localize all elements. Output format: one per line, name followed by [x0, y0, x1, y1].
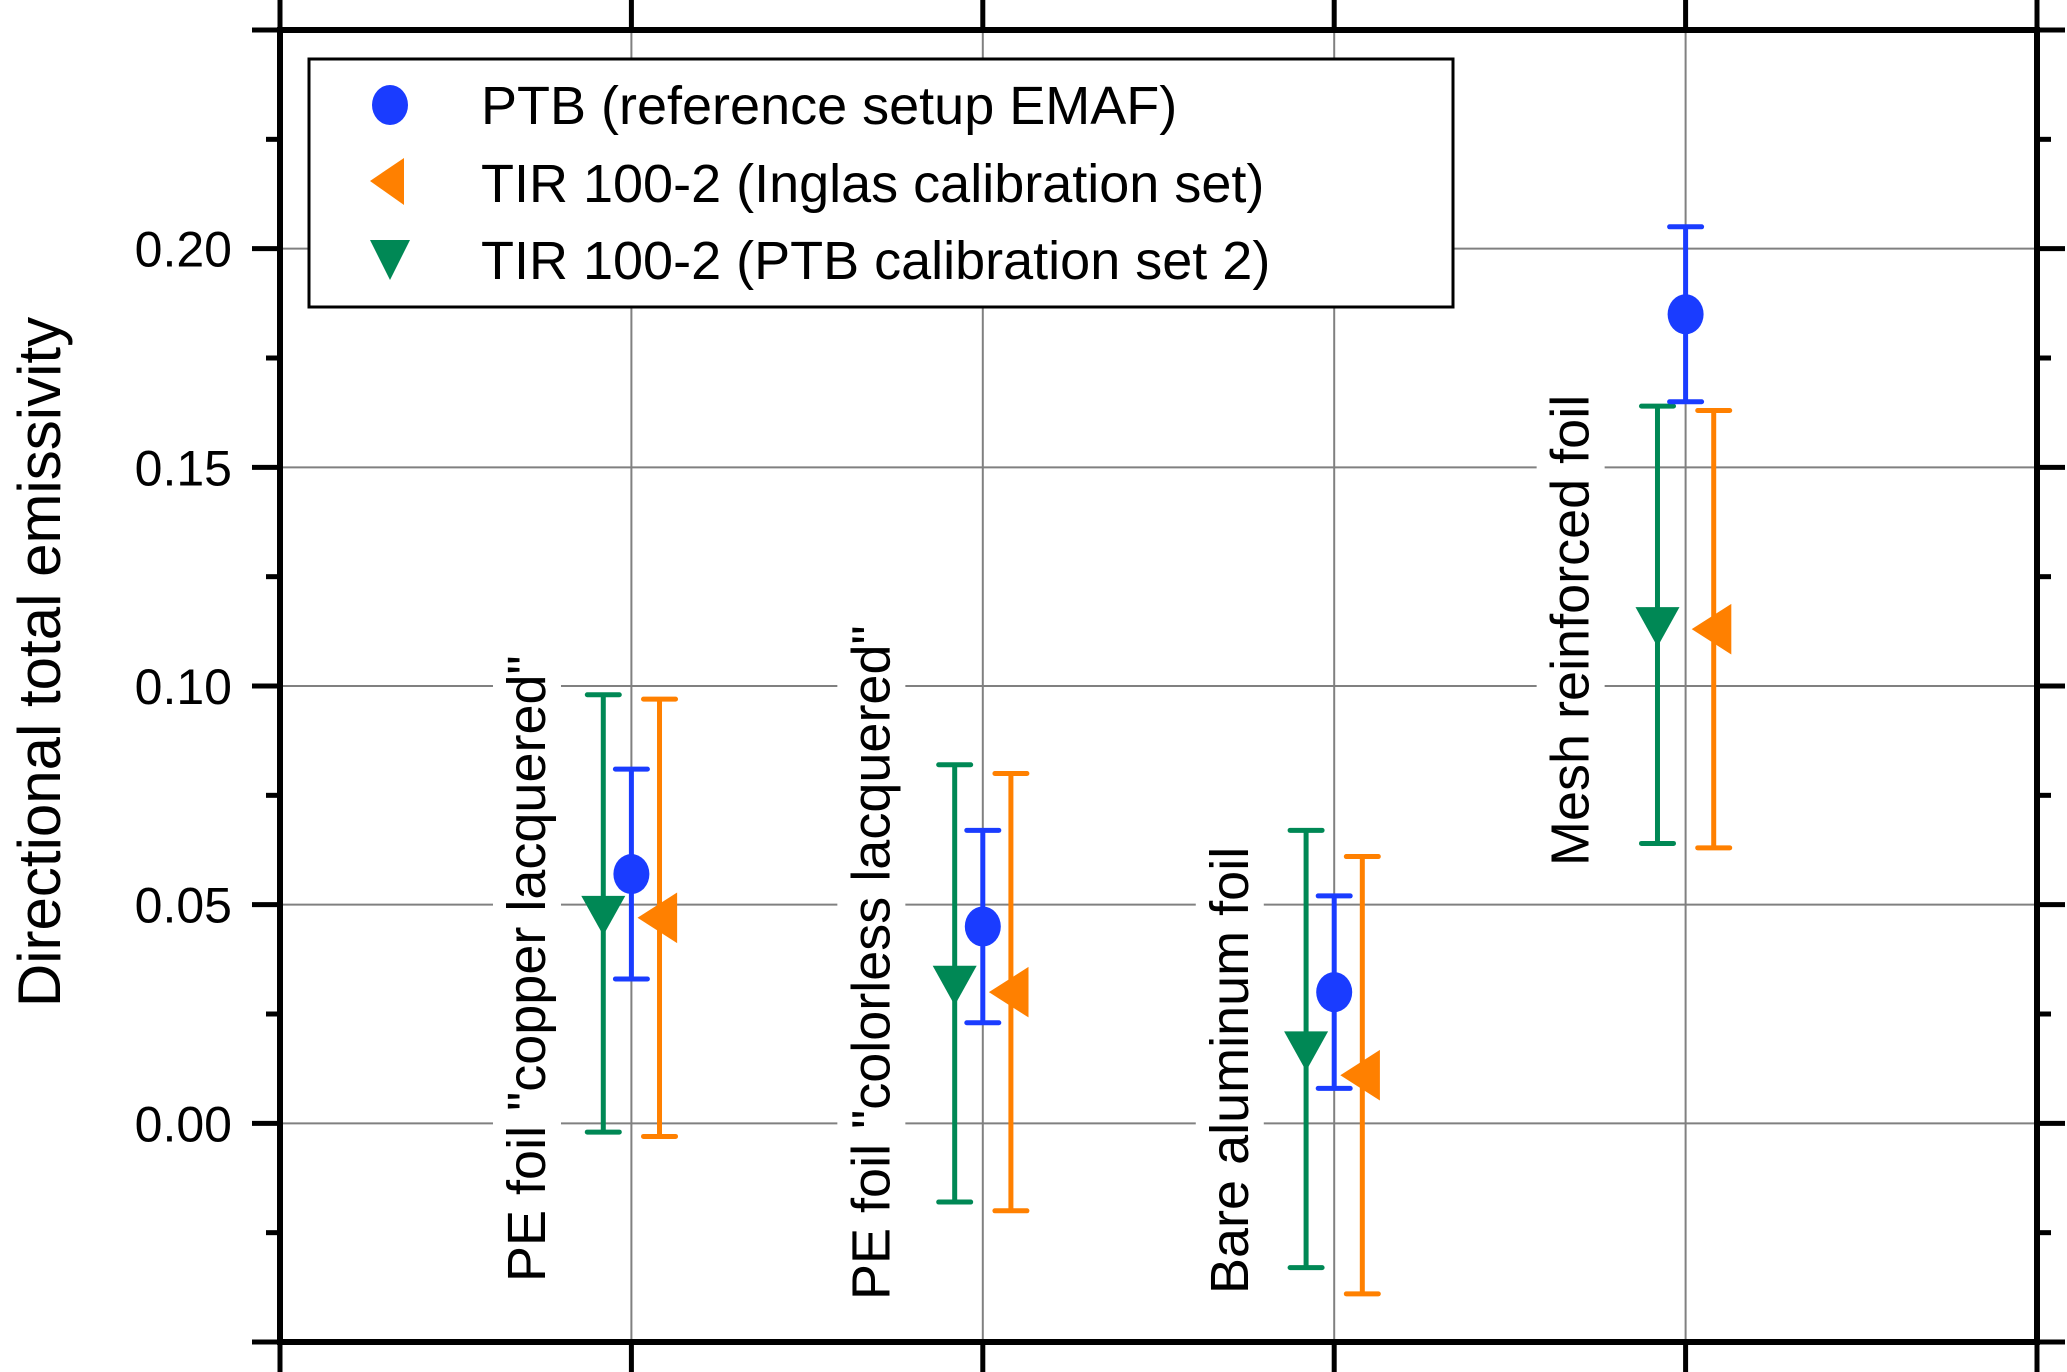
y-axis-title: Directional total emissivity: [6, 317, 73, 1007]
series-triangle-left: [637, 407, 1733, 1297]
series-circle: [612, 224, 1705, 1091]
data-series: [581, 224, 1733, 1297]
category-label-background: [837, 617, 906, 1308]
triangle-down-marker: [581, 895, 626, 936]
data-point: [1284, 827, 1329, 1271]
data-point: [1340, 854, 1381, 1297]
y-tick-label: 0.05: [135, 878, 232, 934]
category-label-group: Mesh reinforced foil: [1536, 386, 1605, 874]
legend-triangle-down-icon: [370, 240, 410, 280]
data-point: [612, 766, 650, 982]
legend-triangle-left-icon: [370, 158, 404, 205]
category-label: Mesh reinforced foil: [1541, 395, 1601, 866]
y-tick-label: 0.10: [135, 659, 232, 715]
y-tick-label: 0.15: [135, 440, 232, 496]
triangle-down-marker: [1284, 1031, 1329, 1071]
legend-circle-icon: [372, 85, 408, 125]
triangle-down-marker: [932, 965, 977, 1006]
data-point: [1315, 893, 1353, 1091]
circle-marker: [613, 854, 650, 895]
legend-label: TIR 100-2 (PTB calibration set 2): [481, 231, 1270, 291]
data-point: [637, 696, 679, 1139]
category-label: Bare aluminum foil: [1200, 847, 1260, 1294]
category-label: PE foil "copper lacquered": [497, 655, 557, 1282]
y-tick-labels: 0.00 0.05 0.10 0.15 0.20: [135, 222, 232, 1153]
category-label: PE foil "colorless lacquered": [841, 625, 901, 1300]
legend-item: TIR 100-2 (PTB calibration set 2): [370, 231, 1270, 291]
circle-marker: [1316, 972, 1353, 1013]
data-point: [932, 762, 977, 1205]
series-triangle-down: [581, 403, 1680, 1271]
triangle-left-marker: [1691, 603, 1732, 655]
category-label-background: [1195, 838, 1264, 1302]
category-label-group: PE foil "colorless lacquered": [837, 617, 906, 1308]
category-labels: PE foil "copper lacquered" PE foil "color…: [492, 386, 1605, 1308]
y-tick-label: 0.20: [135, 222, 232, 278]
legend-label: TIR 100-2 (Inglas calibration set): [481, 154, 1264, 214]
triangle-down-marker: [1635, 607, 1680, 647]
data-point: [964, 827, 1002, 1026]
data-point: [1691, 407, 1733, 851]
data-point: [1635, 403, 1680, 846]
circle-marker: [1667, 294, 1704, 335]
circle-marker: [964, 906, 1001, 947]
category-label-background: [1536, 386, 1605, 874]
y-tick-label: 0.00: [135, 1096, 232, 1152]
legend-item: PTB (reference setup EMAF): [372, 76, 1177, 136]
category-label-group: Bare aluminum foil: [1195, 838, 1264, 1302]
legend: PTB (reference setup EMAF) TIR 100-2 (Ing…: [307, 57, 1455, 309]
legend-box: [307, 57, 1455, 309]
legend-label: PTB (reference setup EMAF): [481, 76, 1177, 136]
category-label-background: [492, 647, 561, 1290]
legend-item: TIR 100-2 (Inglas calibration set): [370, 154, 1264, 214]
axes-frame: [252, 0, 2065, 1372]
triangle-left-marker: [1340, 1049, 1380, 1101]
data-point: [1667, 224, 1705, 405]
category-label-group: PE foil "copper lacquered": [492, 647, 561, 1290]
data-point: [988, 770, 1030, 1214]
triangle-left-marker: [988, 966, 1029, 1018]
data-point: [581, 692, 626, 1135]
triangle-left-marker: [637, 892, 678, 944]
